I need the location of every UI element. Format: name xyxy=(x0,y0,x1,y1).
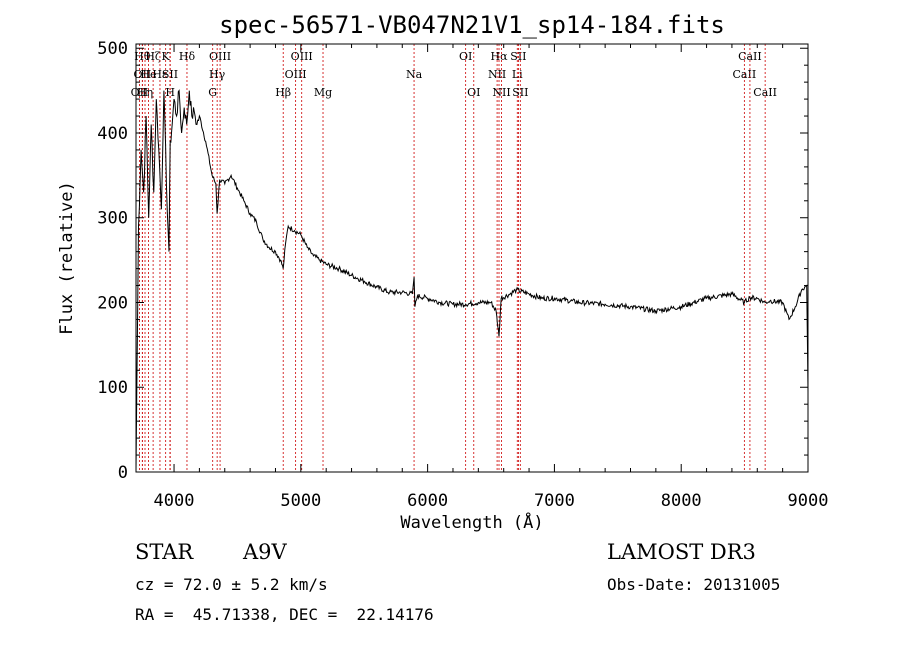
line-label: Hζ xyxy=(145,50,161,63)
axis-ticks: 4000 5000 6000 7000 8000 9000 0 100 200 300 400 500 xyxy=(97,39,828,511)
y-tick-label: 500 xyxy=(97,39,128,59)
line-label: G xyxy=(208,86,217,99)
y-tick-label: 0 xyxy=(118,463,128,483)
x-tick-label: 7000 xyxy=(534,491,575,511)
x-tick-label: 4000 xyxy=(154,491,195,511)
line-label: Li xyxy=(512,68,523,81)
line-label: Hβ xyxy=(275,86,291,99)
line-label: OIII xyxy=(285,68,307,81)
redshift-value: cz = 72.0 ± 5.2 km/s xyxy=(135,575,328,594)
line-label: He xyxy=(140,68,156,81)
survey-name: LAMOST DR3 xyxy=(607,540,756,564)
observation-date: Obs-Date: 20131005 xyxy=(607,575,781,594)
x-tick-label: 9000 xyxy=(788,491,829,511)
y-tick-label: 100 xyxy=(97,378,128,398)
line-label: Mg xyxy=(314,86,332,99)
line-label: Hε xyxy=(152,68,168,81)
line-label: CaII xyxy=(753,86,777,99)
emission-line-markers: OII OII Hθ Hη He Hζ Hε K SII H Hδ G Hγ OIII Hβ OIII OIII… xyxy=(131,44,777,472)
y-tick-label: 200 xyxy=(97,293,128,313)
y-tick-label: 300 xyxy=(97,209,128,229)
line-label: OI xyxy=(459,50,472,63)
line-label: Hα xyxy=(490,50,508,63)
coordinates: RA = 45.71338, DEC = 22.14176 xyxy=(135,605,434,624)
x-tick-label: 8000 xyxy=(661,491,702,511)
line-label: Hδ xyxy=(179,50,196,63)
line-label: OIII xyxy=(291,50,313,63)
y-axis-label: Flux (relative) xyxy=(57,181,77,335)
object-class: STAR xyxy=(135,540,194,564)
line-label: OII xyxy=(131,86,149,99)
line-label: K xyxy=(162,50,171,63)
spectrum-series xyxy=(135,89,809,473)
line-label: OII xyxy=(133,68,151,81)
line-label: Na xyxy=(406,68,423,81)
x-axis-label: Wavelength (Å) xyxy=(400,511,543,533)
line-label: OI xyxy=(467,86,480,99)
x-tick-label: 5000 xyxy=(280,491,321,511)
line-label: Hη xyxy=(137,86,153,99)
spectrum-line xyxy=(135,89,809,473)
line-label: H xyxy=(165,86,175,99)
line-label: SII xyxy=(512,86,528,99)
line-label: CaII xyxy=(733,68,757,81)
chart-title: spec-56571-VB047N21V1_sp14-184.fits xyxy=(219,11,725,39)
y-tick-label: 400 xyxy=(97,124,128,144)
line-label: Hγ xyxy=(209,68,226,81)
line-label: SII xyxy=(162,68,178,81)
line-label: NII xyxy=(492,86,510,99)
x-tick-label: 6000 xyxy=(407,491,448,511)
line-label: NII xyxy=(488,68,506,81)
line-label: OIII xyxy=(209,50,231,63)
object-subclass: A9V xyxy=(243,540,287,564)
plot-frame xyxy=(135,43,809,473)
line-label: CaII xyxy=(738,50,762,63)
line-label: Hθ xyxy=(134,50,151,63)
line-label: SII xyxy=(510,50,526,63)
